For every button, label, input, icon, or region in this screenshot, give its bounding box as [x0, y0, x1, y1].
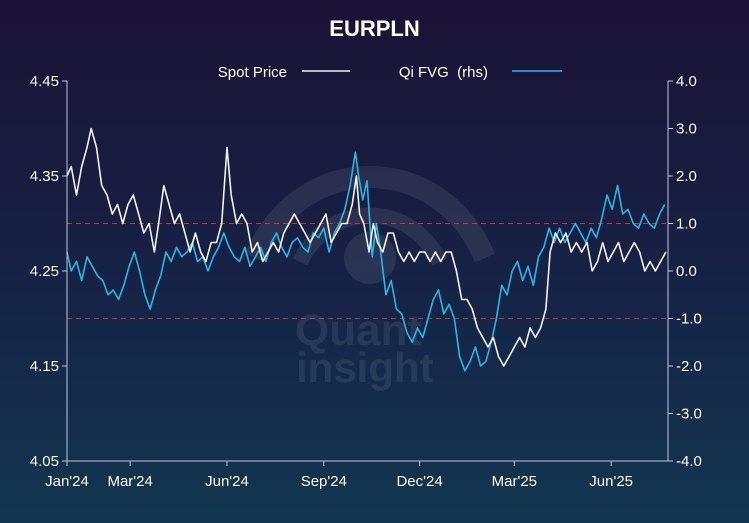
y-right-tick-label: -3.0: [676, 406, 702, 423]
x-tick-label: Sep'24: [301, 473, 347, 490]
x-tick-label: Jun'24: [205, 473, 249, 490]
series-line-spot-price: [66, 127, 667, 367]
watermark-text-insight: insight: [296, 344, 434, 391]
y-left-tick-label: 4.15: [30, 358, 59, 375]
y-right-tick-label: 2.0: [676, 168, 697, 185]
x-tick-label: Mar'25: [492, 473, 537, 490]
y-left-tick-label: 4.35: [30, 168, 59, 185]
series-line-qi-fvg: [66, 151, 666, 372]
y-left-tick-label: 4.45: [30, 73, 59, 90]
y-left-tick-label: 4.25: [30, 263, 59, 280]
watermark: Quant insight: [244, 166, 496, 391]
series-layer: [66, 127, 667, 372]
y-right-tick-label: -4.0: [676, 453, 702, 470]
y-right-tick-label: 4.0: [676, 73, 697, 90]
chart-title: EURPLN: [329, 16, 419, 41]
x-tick-label: Dec'24: [396, 473, 442, 490]
axes: 4.05 4.15 4.25 4.35 4.45 -4.0 -3.0 -2.0 -1.0 0.0 1…: [30, 73, 702, 490]
x-tick-label: Jan'24: [45, 473, 89, 490]
y-right-tick-label: -1.0: [676, 311, 702, 328]
y-right-tick-label: 1.0: [676, 216, 697, 233]
x-tick-label: Jun'25: [589, 473, 633, 490]
reference-lines: [67, 223, 668, 319]
y-left-tick-label: 4.05: [30, 453, 59, 470]
legend-label-qi-fvg: Qi FVG (rhs): [399, 64, 488, 81]
x-tick-label: Mar'24: [107, 473, 152, 490]
legend: Spot Price Qi FVG (rhs): [218, 64, 562, 81]
y-right-tick-label: 0.0: [676, 263, 697, 280]
y-right-tick-label: 3.0: [676, 121, 697, 138]
legend-label-spot-price: Spot Price: [218, 64, 287, 81]
y-right-tick-label: -2.0: [676, 358, 702, 375]
